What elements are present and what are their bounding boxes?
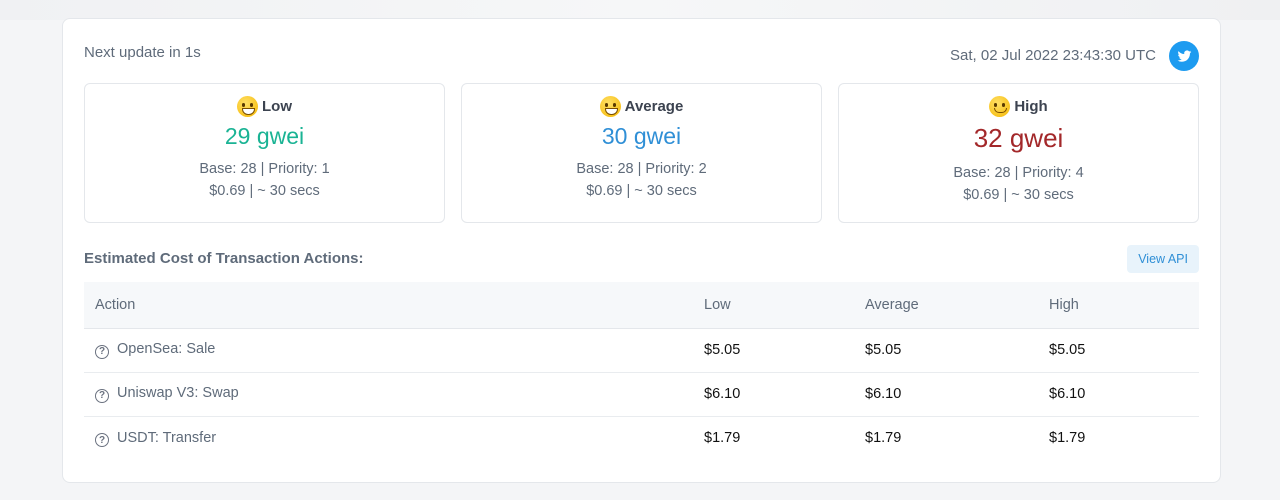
average-cost: $5.05 — [854, 328, 1038, 373]
base-priority: Base: 28 | Priority: 4 — [953, 165, 1084, 181]
gwei-value: 32 gwei — [973, 123, 1064, 153]
gwei-value: 30 gwei — [601, 123, 682, 149]
tier-label: Low — [262, 98, 292, 115]
cost-time: $0.69 | ~ 30 secs — [209, 183, 320, 199]
twitter-bird-icon — [1177, 49, 1191, 62]
low-cost: $5.05 — [693, 328, 854, 373]
table-row: ? OpenSea: Sale $5.05 $5.05 $5.05 — [84, 328, 1199, 373]
help-icon[interactable]: ? — [95, 388, 109, 403]
action-cell: ? OpenSea: Sale — [84, 328, 693, 373]
average-cost: $1.79 — [865, 430, 902, 447]
action-label: OpenSea: Sale — [117, 341, 216, 358]
table-header-row: Action Low Average High — [84, 282, 1199, 329]
high-cost: $6.10 — [1038, 372, 1199, 417]
base-priority: Base: 28 | Priority: 2 — [576, 161, 707, 177]
cost-time: $0.69 | ~ 30 secs — [963, 187, 1074, 203]
header-average: Average — [854, 282, 1038, 329]
table-row: ? Uniswap V3: Swap $6.10 $6.10 $6.10 — [84, 372, 1199, 417]
header-action: Action — [84, 282, 693, 329]
tier-label: High — [1014, 98, 1048, 115]
header-low: Low — [693, 282, 854, 329]
tier-card-low: Low 29 gwei Base: 28 | Priority: 1 $0.69… — [84, 83, 445, 223]
low-cost: $1.79 — [704, 430, 741, 447]
gas-tracker-card: Next update in 1s Sat, 02 Jul 2022 23:43… — [62, 18, 1221, 483]
action-cell: ? Uniswap V3: Swap — [84, 372, 693, 417]
high-cost: $1.79 — [1049, 430, 1086, 447]
section-title: Estimated Cost of Transaction Actions: — [84, 250, 364, 267]
tier-label: Average — [624, 98, 684, 115]
high-cost: $5.05 — [1038, 328, 1199, 373]
action-cell: ? USDT: Transfer — [84, 416, 693, 460]
view-api-button[interactable]: View API — [1127, 245, 1199, 273]
base-priority: Base: 28 | Priority: 1 — [199, 161, 330, 177]
grinning-face-icon — [237, 96, 258, 117]
background-strip — [0, 0, 1280, 20]
timestamp: Sat, 02 Jul 2022 23:43:30 UTC — [950, 47, 1156, 64]
tier-card-average: Average 30 gwei Base: 28 | Priority: 2 $… — [461, 83, 822, 223]
twitter-icon[interactable] — [1169, 41, 1199, 71]
cost-time: $0.69 | ~ 30 secs — [586, 183, 697, 199]
next-update-text: Next update in 1s — [84, 44, 201, 61]
action-label: USDT: Transfer — [117, 429, 217, 446]
help-icon[interactable]: ? — [95, 433, 109, 447]
actions-table: Action Low Average High ? OpenSea: Sale $… — [84, 282, 1199, 460]
action-label: Uniswap V3: Swap — [117, 385, 239, 402]
table-row: ? USDT: Transfer $1.79 $1.79 $1.79 — [84, 416, 1199, 460]
average-cost: $6.10 — [854, 372, 1038, 417]
tier-card-high: High 32 gwei Base: 28 | Priority: 4 $0.6… — [838, 83, 1199, 223]
help-icon[interactable]: ? — [95, 344, 109, 359]
header-high: High — [1038, 282, 1199, 329]
smiling-face-icon — [599, 96, 621, 117]
slightly-smiling-face-icon — [989, 96, 1011, 117]
gwei-value: 29 gwei — [224, 123, 305, 149]
low-cost: $6.10 — [693, 372, 854, 417]
